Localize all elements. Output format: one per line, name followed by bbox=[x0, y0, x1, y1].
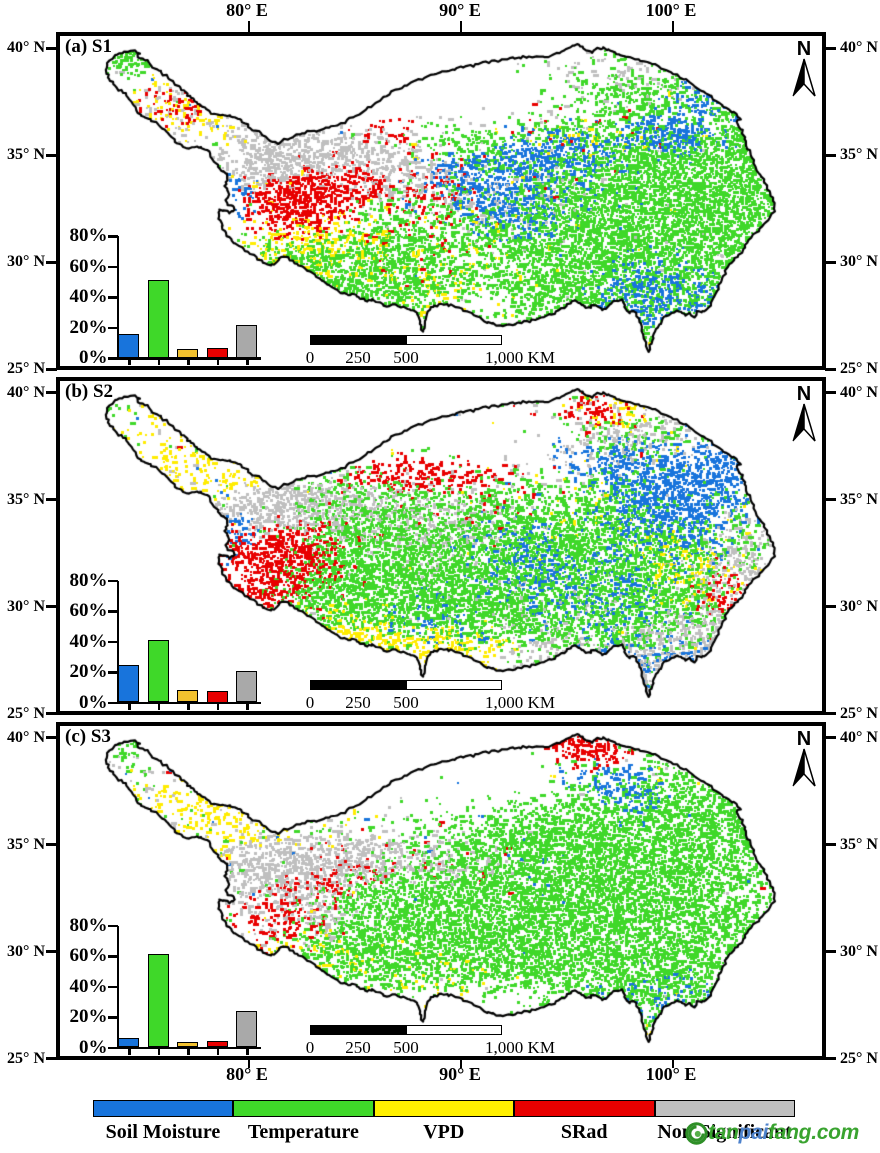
svg-text:N: N bbox=[797, 383, 811, 405]
svg-text:N: N bbox=[797, 38, 811, 60]
svg-text:N: N bbox=[797, 728, 811, 750]
